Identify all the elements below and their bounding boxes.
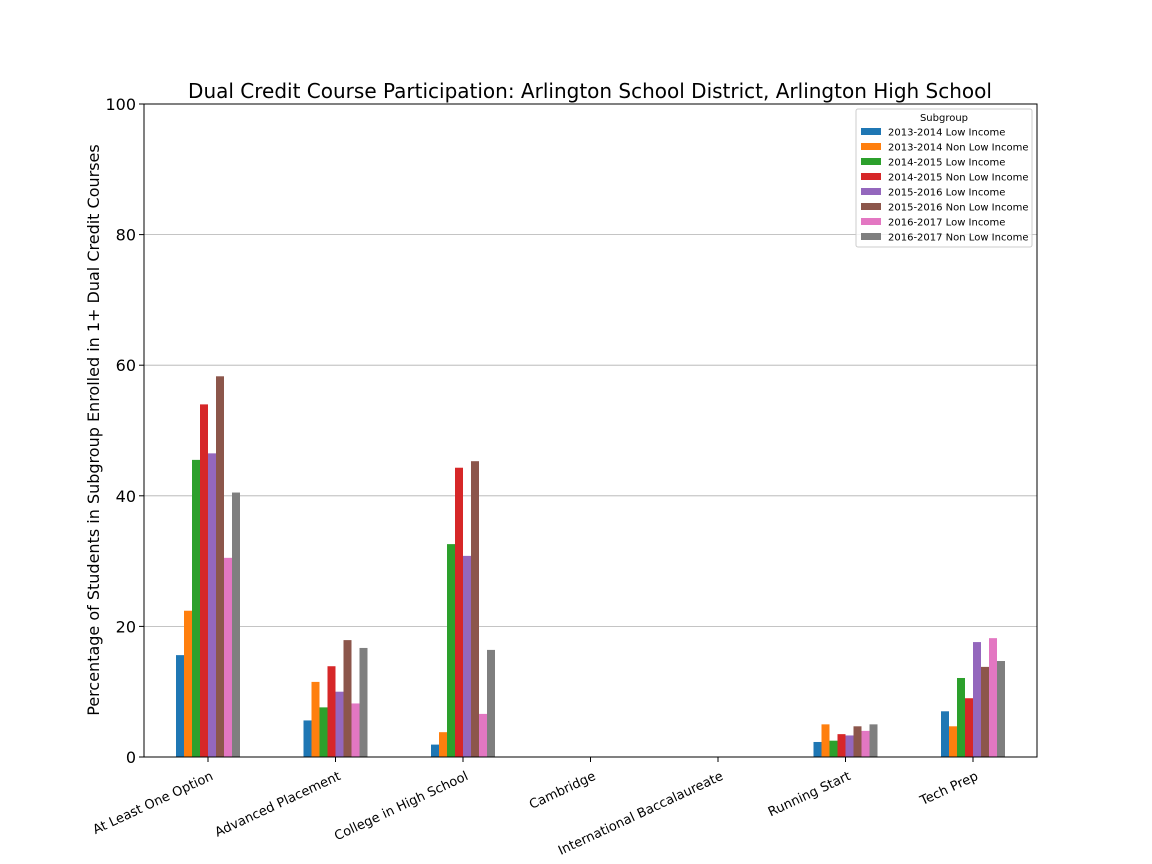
bar — [965, 698, 973, 757]
legend-swatch — [861, 188, 881, 195]
y-axis-label: Percentage of Students in Subgroup Enrol… — [84, 144, 103, 715]
x-tick-label: Advanced Placement — [213, 769, 343, 840]
y-axis-ticks: 0 20 40 60 80 100 — [105, 95, 144, 767]
bar — [303, 720, 312, 757]
bars — [176, 376, 1005, 757]
gridlines — [144, 234, 1037, 627]
bar — [989, 638, 997, 757]
bar — [216, 376, 224, 757]
bar — [463, 555, 471, 757]
bar — [479, 713, 487, 757]
bar — [853, 726, 862, 757]
bar — [941, 711, 949, 757]
bar — [981, 666, 989, 757]
bar — [184, 610, 192, 757]
legend-items: 2013-2014 Low Income 2013-2014 Non Low In… — [861, 128, 1028, 244]
bar — [319, 707, 328, 757]
bar — [327, 666, 336, 757]
bar — [351, 703, 360, 757]
bar — [200, 404, 208, 757]
bar — [487, 649, 495, 757]
legend-title: Subgroup — [920, 113, 968, 124]
legend-entry: 2013-2014 Non Low Income — [888, 143, 1028, 154]
bar — [232, 492, 240, 757]
bar — [869, 724, 878, 757]
x-tick-label: College in High School — [332, 769, 470, 844]
legend-entry: 2014-2015 Low Income — [888, 158, 1005, 169]
bar — [821, 724, 830, 757]
bar — [997, 661, 1005, 757]
bar — [471, 461, 479, 757]
bar — [861, 730, 870, 757]
y-tick-label: 80 — [116, 226, 136, 245]
legend-entry: 2013-2014 Low Income — [888, 128, 1005, 139]
bar — [837, 734, 846, 757]
legend-swatch — [861, 173, 881, 180]
bar — [224, 557, 232, 757]
legend-entry: 2014-2015 Non Low Income — [888, 173, 1028, 184]
bar — [439, 732, 447, 757]
y-tick-label: 60 — [116, 356, 136, 375]
bar — [447, 544, 455, 757]
legend-entry: 2016-2017 Non Low Income — [888, 233, 1028, 244]
bar — [973, 642, 981, 757]
x-tick-label: At Least One Option — [91, 769, 216, 838]
y-tick-label: 0 — [126, 748, 136, 767]
bar — [311, 681, 320, 757]
bar — [335, 691, 344, 757]
chart-title: Dual Credit Course Participation: Arling… — [188, 79, 992, 103]
y-tick-label: 20 — [116, 617, 136, 636]
bar — [208, 453, 216, 757]
x-tick-label: Cambridge — [527, 769, 598, 813]
bar — [829, 740, 838, 757]
y-tick-label: 100 — [105, 95, 136, 114]
x-tick-label: Running Start — [766, 769, 853, 820]
bar — [957, 677, 965, 757]
legend-entry: 2015-2016 Non Low Income — [888, 203, 1028, 214]
legend-box — [855, 108, 1033, 248]
legend-swatch — [861, 203, 881, 210]
bar — [813, 741, 822, 757]
legend: Subgroup 2013-2014 Low Income 2013-2014 N… — [855, 108, 1033, 248]
bar — [359, 647, 368, 757]
bar — [343, 640, 352, 757]
legend-entry: 2016-2017 Low Income — [888, 218, 1005, 229]
bar — [949, 726, 957, 757]
legend-swatch — [861, 233, 881, 240]
legend-entry: 2015-2016 Low Income — [888, 188, 1005, 199]
bar — [431, 744, 439, 757]
legend-swatch — [861, 128, 881, 135]
bar — [176, 655, 184, 757]
x-tick-label: Tech Prep — [917, 769, 981, 809]
legend-swatch — [861, 218, 881, 225]
bar — [455, 467, 463, 757]
bar — [845, 735, 854, 757]
bar — [192, 459, 200, 757]
y-tick-label: 40 — [116, 487, 136, 506]
legend-swatch — [861, 158, 881, 165]
legend-swatch — [861, 143, 881, 150]
